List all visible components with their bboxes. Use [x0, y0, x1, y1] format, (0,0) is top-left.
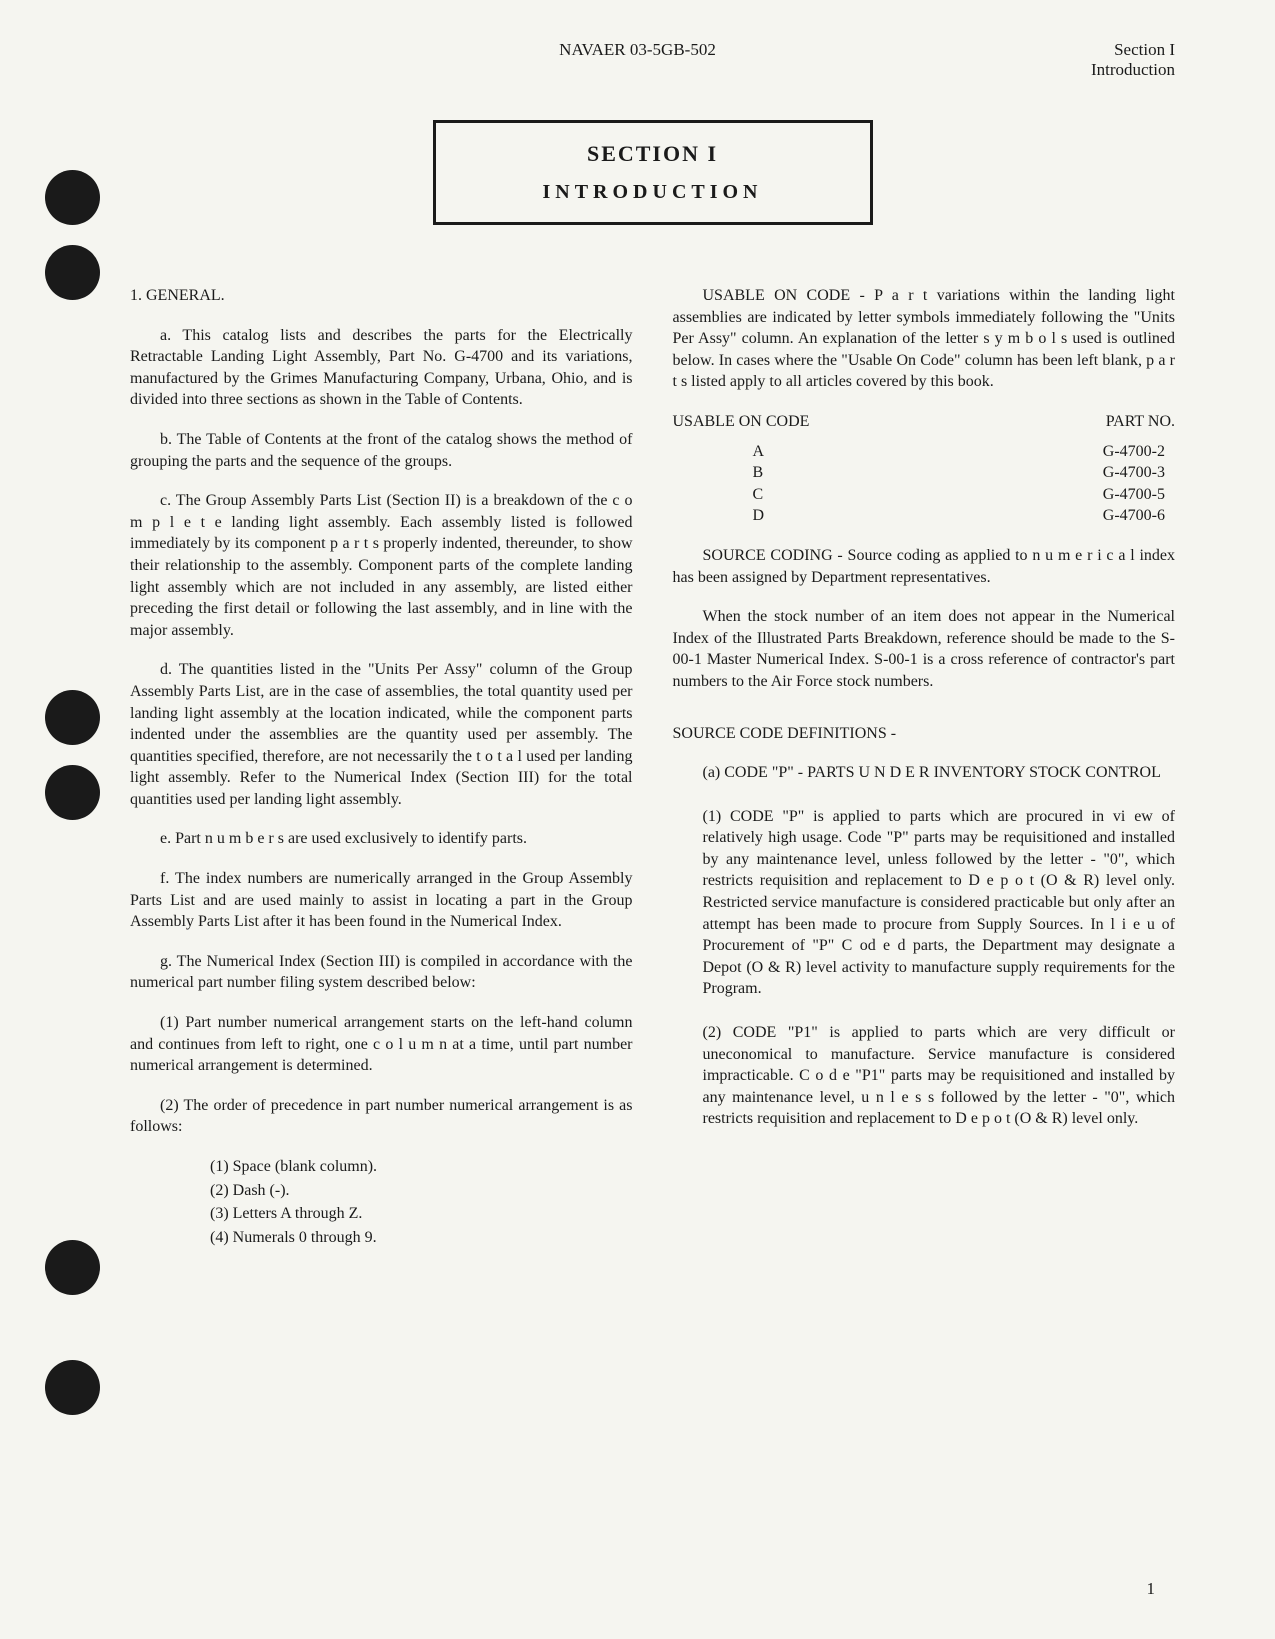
def-a2: (2) CODE "P1" is applied to parts which …: [703, 1022, 1176, 1130]
para-g: g. The Numerical Index (Section III) is …: [130, 951, 633, 994]
punch-hole: [45, 1240, 100, 1295]
general-heading: 1. GENERAL.: [130, 285, 633, 307]
punch-hole: [45, 690, 100, 745]
punch-hole: [45, 1360, 100, 1415]
code-letter: B: [753, 462, 765, 484]
left-column: 1. GENERAL. a. This catalog lists and de…: [130, 285, 633, 1266]
code-part-no: G-4700-3: [1103, 462, 1165, 484]
page-header: NAVAER 03-5GB-502 Section I Introduction: [130, 40, 1175, 80]
precedence-item: (3) Letters A through Z.: [210, 1203, 633, 1225]
stock-note: When the stock number of an item does no…: [673, 606, 1176, 692]
source-code-def-header: SOURCE CODE DEFINITIONS -: [673, 723, 1176, 745]
code-header-left: USABLE ON CODE: [673, 411, 810, 433]
code-part-no: G-4700-5: [1103, 484, 1165, 506]
para-f: f. The index numbers are numerically arr…: [130, 868, 633, 933]
punch-hole: [45, 245, 100, 300]
doc-number: NAVAER 03-5GB-502: [559, 40, 716, 60]
para-g2: (2) The order of precedence in part numb…: [130, 1095, 633, 1138]
punch-hole: [45, 170, 100, 225]
code-header-right: PART NO.: [1106, 411, 1175, 433]
precedence-item: (2) Dash (-).: [210, 1180, 633, 1202]
para-d: d. The quantities listed in the "Units P…: [130, 659, 633, 810]
section-title-box: SECTION I INTRODUCTION: [433, 120, 873, 225]
code-part-no: G-4700-2: [1103, 441, 1165, 463]
precedence-item: (4) Numerals 0 through 9.: [210, 1227, 633, 1249]
usable-on-intro: USABLE ON CODE - P a r t variations with…: [673, 285, 1176, 393]
code-table: ABCD G-4700-2G-4700-3G-4700-5G-4700-6: [673, 441, 1176, 527]
body-columns: 1. GENERAL. a. This catalog lists and de…: [130, 285, 1175, 1266]
code-letter: A: [753, 441, 765, 463]
para-c: c. The Group Assembly Parts List (Sectio…: [130, 490, 633, 641]
para-g1: (1) Part number numerical arrangement st…: [130, 1012, 633, 1077]
precedence-item: (1) Space (blank column).: [210, 1156, 633, 1178]
section-title-main: SECTION I: [456, 141, 850, 167]
code-letter: D: [753, 505, 765, 527]
code-part-no: G-4700-6: [1103, 505, 1165, 527]
section-sub-label: Introduction: [1091, 60, 1175, 80]
section-label: Section I: [1091, 40, 1175, 60]
code-letter: C: [753, 484, 765, 506]
para-e: e. Part n u m b e r s are used exclusive…: [130, 828, 633, 850]
para-a: a. This catalog lists and describes the …: [130, 325, 633, 411]
def-a: (a) CODE "P" - PARTS U N D E R INVENTORY…: [703, 762, 1176, 784]
right-column: USABLE ON CODE - P a r t variations with…: [673, 285, 1176, 1266]
def-a1: (1) CODE "P" is applied to parts which a…: [703, 806, 1176, 1000]
para-b: b. The Table of Contents at the front of…: [130, 429, 633, 472]
source-coding: SOURCE CODING - Source coding as applied…: [673, 545, 1176, 588]
precedence-list: (1) Space (blank column).(2) Dash (-).(3…: [210, 1156, 633, 1248]
section-title-sub: INTRODUCTION: [456, 181, 850, 204]
punch-hole: [45, 765, 100, 820]
code-table-header: USABLE ON CODE PART NO.: [673, 411, 1176, 433]
page-number: 1: [1147, 1579, 1156, 1599]
